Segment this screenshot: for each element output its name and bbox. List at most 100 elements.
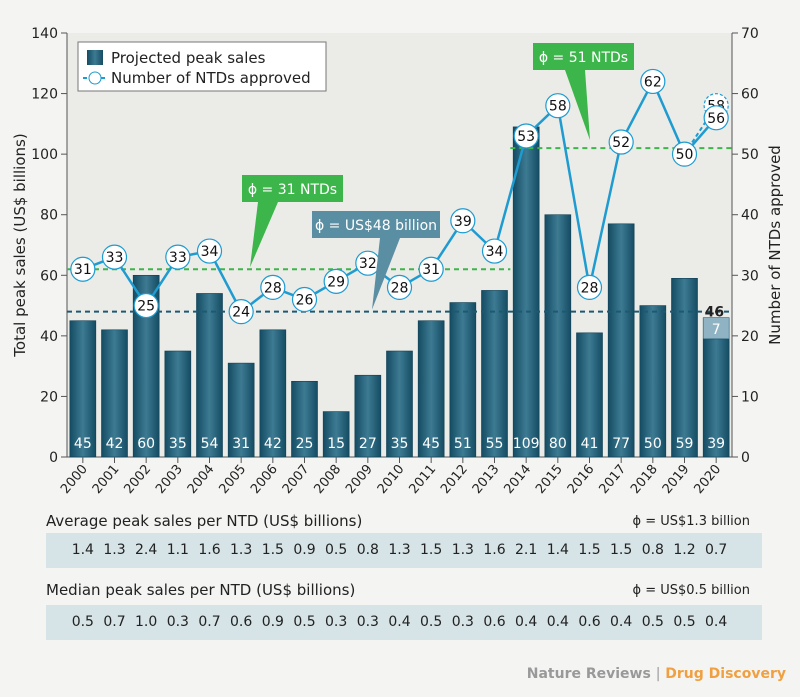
callout-31-ntds-pointer [250,202,278,268]
table-cell-2018: 0.5 [641,614,664,630]
ntd-marker-label: 26 [296,293,314,309]
ntd-marker-label: 25 [137,299,155,315]
bar-2003 [164,350,192,458]
ntd-marker [608,129,634,155]
separator: | [655,666,661,682]
ntd-marker-label: 34 [486,244,504,260]
table-1-row: 1.4 1.3 2.4 1.1 1.6 1.3 1.5 0.9 0.5 0.8 1.3 1.5 1.3 1… [46,533,762,568]
ntd-marker-label: 24 [232,305,250,321]
legend [77,41,327,92]
y2-tick-label: 70 [741,26,759,42]
y2-tick-label: 40 [741,208,759,224]
y2-tick-label: 0 [741,450,750,466]
bar-2009 [354,374,382,458]
bar-2018 [639,305,667,458]
ntd-marker [545,93,571,119]
ntd-marker-label: 53 [517,129,535,145]
x-tick-label: 2005 [216,462,249,497]
table-cell-2002: 1.0 [135,614,158,630]
bar-value-label: 60 [137,436,155,452]
table-cell-2017: 0.4 [610,614,633,630]
x-tick-label: 2009 [343,462,376,497]
table-cell-2013: 1.6 [483,542,506,558]
table-cell-2005: 1.3 [230,542,253,558]
ntd-marker-label: 58 [549,99,567,115]
bar-value-label: 42 [264,436,282,452]
bar-2020 [702,338,730,458]
table-cell-2007: 0.5 [293,614,316,630]
table-cell-2019: 1.2 [673,542,696,558]
x-tick-label: 2008 [311,462,344,497]
table-cell-2008: 0.3 [325,614,348,630]
callout-51-ntds-box [533,43,634,70]
y2-tick-label: 60 [741,87,759,103]
legend-label-line: Number of NTDs approved [111,69,311,87]
ntd-marker [70,256,96,282]
callout-51-ntds-pointer [565,70,590,141]
table-cell-2012: 0.3 [451,614,474,630]
ntd-marker [703,105,729,131]
ntd-marker-label: 50 [676,147,694,163]
legend-bar-swatch [87,50,103,65]
ntd-marker [450,208,476,234]
bar-2001 [101,329,128,458]
ntd-marker [260,274,286,300]
table-cell-2019: 0.5 [673,614,696,630]
ntd-marker-label: 52 [612,135,630,151]
bar-value-label: 25 [296,436,314,452]
y-axis-label: Total peak sales (US$ billions) [11,133,29,357]
x-tick-label: 2003 [153,462,186,497]
bar-value-label: 41 [581,436,599,452]
bar-value-label: 39 [707,436,725,452]
ntd-marker-label: 34 [201,244,219,260]
ntd-marker [418,256,444,282]
ntd-marker [323,268,349,294]
callout-51-ntds-label: ϕ = 51 NTDs [539,50,628,66]
bar-value-label: 59 [676,436,694,452]
x-tick-label: 2019 [660,462,693,497]
legend-label-bars: Projected peak sales [111,49,266,67]
x-tick-label: 2000 [58,462,91,497]
bar-value-label: 50 [644,436,662,452]
bar-2010 [386,350,413,458]
table-cell-2011: 0.5 [420,614,443,630]
callout-48-billion-pointer [372,238,400,310]
y-tick-label: 80 [40,208,58,224]
y-tick-label: 20 [40,389,58,405]
table-1-note: ϕ = US$1.3 billion [632,514,750,529]
y2-tick-label: 10 [741,389,759,405]
ntd-marker-label: 28 [581,280,599,296]
y2-tick-label: 20 [741,329,759,345]
bar-2008 [322,411,350,458]
y-tick-label: 140 [31,26,58,42]
x-tick-label: 2017 [596,462,629,497]
bar-2016 [576,332,603,458]
ntd-marker [481,238,508,264]
callout-31-ntds-label: ϕ = 31 NTDs [248,182,337,198]
x-tick-label: 2018 [628,462,661,497]
x-tick-label: 2004 [185,462,218,497]
ntd-marker [640,68,666,95]
table-cell-2014: 0.4 [515,614,538,630]
table-cell-2020: 0.7 [705,542,728,558]
ntd-marker-label: 62 [644,74,662,90]
bar-2004 [196,293,223,458]
y2-axis-label: Number of NTDs approved [766,145,784,345]
table-cell-2017: 1.5 [610,542,633,558]
x-tick-label: 2001 [90,462,123,497]
table-cell-2004: 1.6 [198,542,221,558]
bar-value-label: 51 [454,436,472,452]
table-cell-2009: 0.3 [356,614,379,630]
x-tick-label: 2002 [121,462,154,497]
ntd-marker-label: 33 [169,250,187,266]
table-cell-2006: 0.9 [261,614,284,630]
bar-value-label: 35 [391,436,409,452]
table-1-label: Average peak sales per NTD (US$ billions… [46,512,363,530]
ntd-marker [576,274,603,300]
table-cell-2018: 0.8 [641,542,664,558]
table-cell-2010: 1.3 [388,542,411,558]
ntd-marker [386,274,413,300]
bar-2007 [291,380,318,458]
table-cell-2016: 1.5 [578,542,601,558]
